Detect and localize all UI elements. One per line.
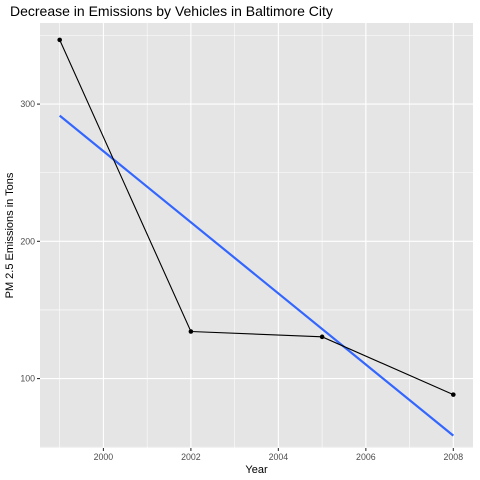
x-tick-label: 2000 — [94, 452, 114, 462]
x-tick-label: 2004 — [269, 452, 289, 462]
y-tick-label: 300 — [20, 99, 35, 109]
data-point — [189, 329, 194, 334]
y-axis-ticks: 100 200 300 — [20, 99, 40, 383]
x-axis-title: Year — [245, 464, 268, 476]
chart-title: Decrease in Emissions by Vehicles in Bal… — [10, 3, 333, 19]
plot-panel — [40, 23, 473, 448]
y-tick-label: 200 — [20, 236, 35, 246]
y-axis-title: PM 2.5 Emissions in Tons — [4, 172, 16, 298]
data-point — [320, 335, 325, 340]
x-tick-label: 2008 — [444, 452, 464, 462]
y-tick-label: 100 — [20, 374, 35, 384]
data-point — [451, 392, 456, 397]
x-tick-label: 2006 — [356, 452, 376, 462]
data-point — [57, 38, 62, 43]
x-tick-label: 2002 — [181, 452, 201, 462]
x-axis-ticks: 2000 2002 2004 2006 2008 — [94, 448, 464, 462]
